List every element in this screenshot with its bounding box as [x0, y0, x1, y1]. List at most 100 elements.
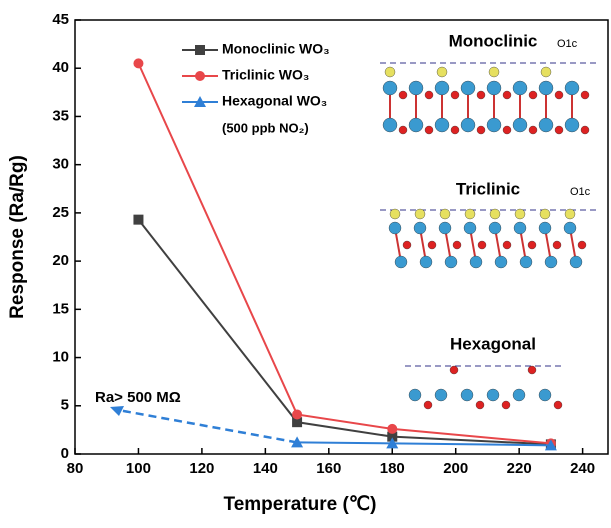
marker: [292, 417, 303, 428]
atom: [384, 66, 396, 78]
x-tick-label: 120: [189, 460, 214, 477]
atom: [528, 125, 538, 135]
x-tick-label: 220: [507, 460, 532, 477]
atom: [438, 221, 452, 235]
y-tick-label: 40: [52, 59, 69, 76]
atom: [486, 80, 502, 96]
x-axis-label: Temperature (℃): [224, 494, 377, 515]
atom: [580, 125, 590, 135]
atom: [414, 208, 426, 220]
atom: [539, 208, 551, 220]
atom: [501, 400, 511, 410]
atom: [408, 388, 422, 402]
legend-marker: [194, 96, 206, 107]
inset-title: Monoclinic: [449, 31, 538, 50]
x-tick-label: 180: [380, 460, 405, 477]
legend-marker: [195, 45, 205, 55]
atom: [408, 80, 424, 96]
legend-marker: [195, 71, 205, 81]
atom: [554, 90, 564, 100]
atom: [513, 221, 527, 235]
x-tick-label: 140: [253, 460, 278, 477]
atom: [564, 117, 580, 133]
atom: [460, 80, 476, 96]
atom: [423, 400, 433, 410]
arrow-note: Ra> 500 MΩ: [95, 389, 181, 406]
atom: [388, 221, 402, 235]
atom: [434, 388, 448, 402]
atom: [434, 80, 450, 96]
marker: [292, 409, 303, 420]
y-tick-label: 25: [52, 204, 69, 221]
y-axis-label: Response (Ra/Rg): [7, 155, 28, 319]
atom: [512, 388, 526, 402]
condition-note: (500 ppb NO₂): [222, 120, 309, 135]
x-tick-label: 100: [126, 460, 151, 477]
atom: [476, 125, 486, 135]
atom: [538, 80, 554, 96]
atom: [424, 90, 434, 100]
atom: [460, 117, 476, 133]
atom: [450, 125, 460, 135]
atom: [540, 66, 552, 78]
y-tick-label: 35: [52, 107, 69, 124]
atom: [382, 80, 398, 96]
inset-title: Triclinic: [456, 179, 520, 198]
atom: [528, 90, 538, 100]
atom: [402, 240, 412, 250]
series-line: [137, 219, 551, 446]
atom: [413, 221, 427, 235]
atom: [577, 240, 587, 250]
atom: [486, 388, 500, 402]
y-tick-label: 20: [52, 252, 69, 269]
atom: [527, 365, 537, 375]
y-tick-label: 45: [52, 11, 69, 28]
atom: [475, 400, 485, 410]
atom: [460, 388, 474, 402]
series-line: [137, 62, 551, 445]
atom: [463, 221, 477, 235]
marker: [544, 439, 557, 451]
atom: [452, 240, 462, 250]
atom: [476, 90, 486, 100]
y-tick-label: 5: [61, 397, 69, 414]
atom: [502, 240, 512, 250]
y-tick-label: 30: [52, 156, 69, 173]
y-tick-label: 10: [52, 349, 69, 366]
x-tick-label: 200: [443, 460, 468, 477]
atom: [439, 208, 451, 220]
legend-label: Triclinic WO₃: [222, 67, 309, 83]
atom: [427, 240, 437, 250]
site-label: O1c: [557, 38, 578, 50]
atom: [382, 117, 398, 133]
atom: [486, 117, 502, 133]
x-tick-label: 80: [67, 460, 84, 477]
legend-label: Hexagonal WO₃: [222, 93, 327, 109]
atom: [464, 208, 476, 220]
marker: [291, 436, 304, 448]
plot-frame: [74, 19, 609, 455]
atom: [434, 117, 450, 133]
atom: [519, 255, 533, 269]
y-tick-label: 0: [61, 445, 69, 462]
atom: [488, 66, 500, 78]
atom: [544, 255, 558, 269]
marker: [386, 437, 399, 449]
atom: [408, 117, 424, 133]
atom: [424, 125, 434, 135]
marker: [387, 431, 398, 442]
atom: [538, 117, 554, 133]
atom: [389, 208, 401, 220]
atom: [552, 240, 562, 250]
marker: [133, 214, 144, 225]
atom: [580, 90, 590, 100]
atom: [554, 125, 564, 135]
atom: [469, 255, 483, 269]
atom: [436, 66, 448, 78]
atom: [538, 388, 552, 402]
x-tick-label: 240: [570, 460, 595, 477]
atom: [564, 80, 580, 96]
marker: [387, 423, 398, 434]
atom: [477, 240, 487, 250]
